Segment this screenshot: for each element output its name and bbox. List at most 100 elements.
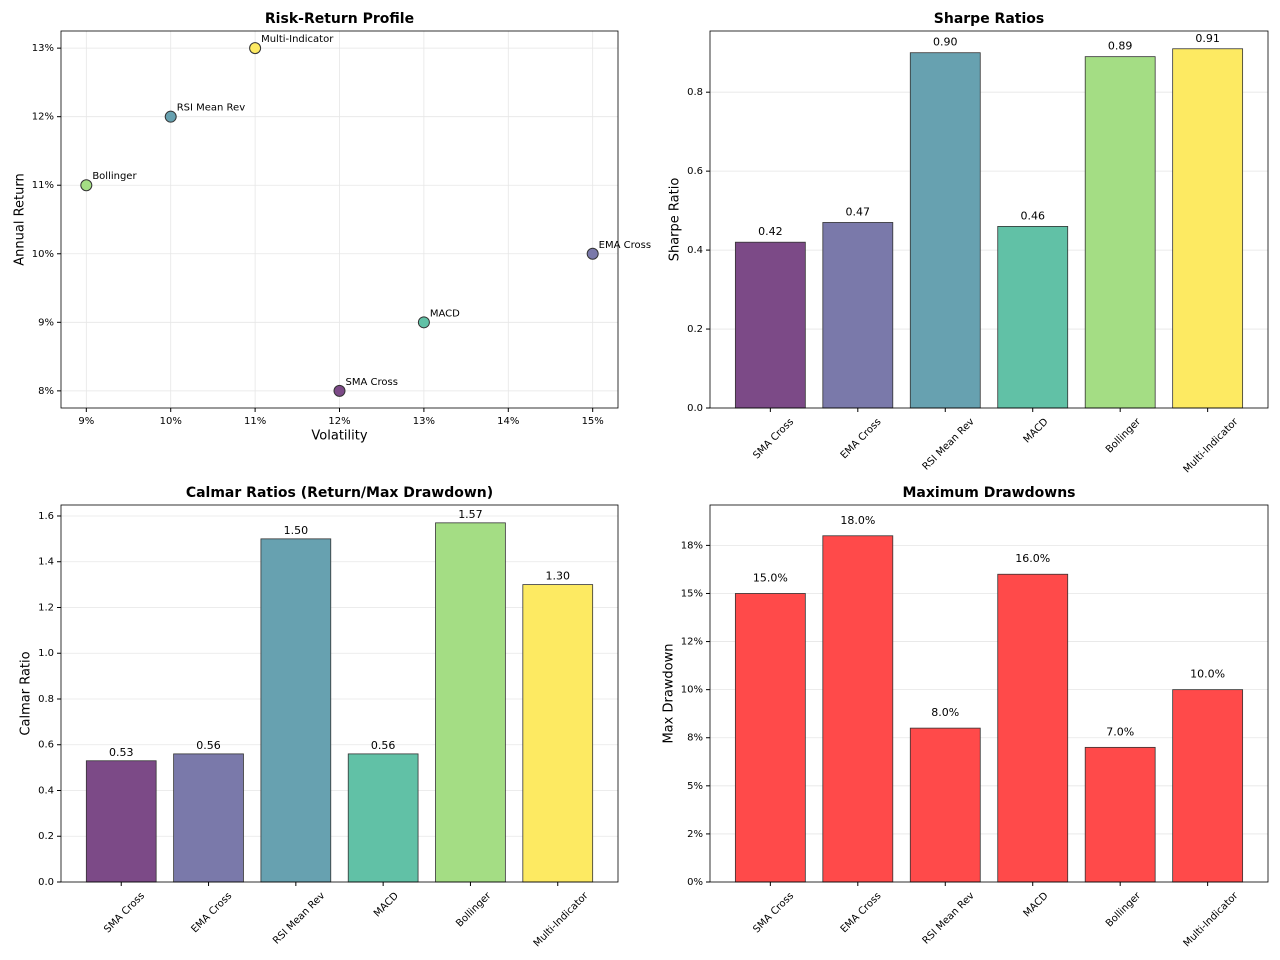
x-tick-label: RSI Mean Rev xyxy=(271,890,327,946)
value-label: 0.90 xyxy=(933,36,958,49)
point-label: MACD xyxy=(430,308,460,319)
point-label: SMA Cross xyxy=(346,377,398,388)
y-tick-label: 10% xyxy=(32,249,54,260)
bar xyxy=(909,52,981,409)
x-tick-label: 9% xyxy=(78,416,94,427)
value-label: 0.56 xyxy=(371,739,396,752)
y-axis-label: Sharpe Ratio xyxy=(668,178,683,262)
y-tick-label: 1.0 xyxy=(38,648,54,659)
y-axis-label: Calmar Ratio xyxy=(19,651,34,735)
bar xyxy=(1172,689,1244,883)
value-label: 0.89 xyxy=(1108,40,1133,53)
x-tick-label: RSI Mean Rev xyxy=(921,416,977,472)
value-label: 1.50 xyxy=(284,524,309,537)
plot-frame xyxy=(709,504,1269,883)
y-tick-label: 18% xyxy=(681,540,703,551)
value-label: 1.57 xyxy=(458,508,483,521)
bar xyxy=(1084,746,1156,883)
y-tick-label: 10% xyxy=(681,685,703,696)
x-tick-label: EMA Cross xyxy=(839,416,884,461)
x-tick-label: Multi-Indicator xyxy=(1182,416,1241,475)
value-label: 18.0% xyxy=(840,514,875,527)
x-tick-label: 10% xyxy=(160,416,182,427)
scatter-point xyxy=(417,316,430,329)
value-label: 0.53 xyxy=(109,746,134,759)
y-tick-label: 13% xyxy=(32,43,54,54)
y-tick-label: 0% xyxy=(687,877,703,888)
y-tick-label: 0.8 xyxy=(38,694,54,705)
y-tick-label: 1.4 xyxy=(38,557,54,568)
point-label: Multi-Indicator xyxy=(261,34,334,45)
x-tick-label: EMA Cross xyxy=(190,890,235,935)
value-label: 0.46 xyxy=(1020,209,1045,222)
scatter-point xyxy=(586,247,599,260)
scatter-point xyxy=(249,42,262,55)
y-tick-label: 0.2 xyxy=(38,831,54,842)
value-label: 15.0% xyxy=(753,571,788,584)
x-tick-label: RSI Mean Rev xyxy=(921,890,977,946)
x-tick-label: MACD xyxy=(372,890,401,919)
y-tick-label: 15% xyxy=(681,588,703,599)
chart-title: Sharpe Ratios xyxy=(934,11,1044,27)
bar xyxy=(173,753,244,883)
x-tick-label: 15% xyxy=(582,416,604,427)
y-tick-label: 0.0 xyxy=(38,877,54,888)
bar xyxy=(734,593,806,883)
x-tick-label: 13% xyxy=(413,416,435,427)
bar xyxy=(997,226,1069,409)
value-label: 0.42 xyxy=(758,225,783,238)
scatter-point xyxy=(333,384,346,397)
y-tick-label: 12% xyxy=(681,637,703,648)
x-tick-label: EMA Cross xyxy=(839,890,884,935)
bar xyxy=(822,222,894,409)
bar xyxy=(85,760,157,883)
x-tick-label: MACD xyxy=(1022,416,1051,445)
value-label: 1.30 xyxy=(546,570,571,583)
y-tick-label: 9% xyxy=(38,317,54,328)
chart-title: Maximum Drawdowns xyxy=(902,485,1075,501)
bar xyxy=(435,522,506,883)
y-tick-label: 8% xyxy=(38,386,54,397)
bar xyxy=(1084,56,1156,409)
y-tick-label: 12% xyxy=(32,112,54,123)
bar xyxy=(260,538,332,883)
x-tick-label: Multi-Indicator xyxy=(1182,890,1241,949)
point-label: EMA Cross xyxy=(599,240,651,251)
plot-frame xyxy=(60,30,619,409)
value-label: 10.0% xyxy=(1190,668,1225,681)
plot-frame xyxy=(709,30,1269,409)
chart-title: Calmar Ratios (Return/Max Drawdown) xyxy=(186,485,493,501)
x-axis-label: Volatility xyxy=(311,429,367,444)
bar xyxy=(734,241,806,409)
scatter-point xyxy=(80,179,93,192)
y-tick-label: 0.6 xyxy=(687,166,703,177)
point-label: RSI Mean Rev xyxy=(177,103,246,114)
y-axis-label: Annual Return xyxy=(13,173,28,265)
y-tick-label: 0.6 xyxy=(38,740,54,751)
y-tick-label: 2% xyxy=(687,829,703,840)
point-label: Bollinger xyxy=(92,171,137,182)
y-tick-label: 0.8 xyxy=(687,87,703,98)
x-tick-label: MACD xyxy=(1022,890,1051,919)
y-tick-label: 5% xyxy=(687,781,703,792)
value-label: 8.0% xyxy=(931,706,959,719)
value-label: 0.56 xyxy=(196,739,221,752)
y-tick-label: 1.2 xyxy=(38,602,54,613)
value-label: 16.0% xyxy=(1015,552,1050,565)
value-label: 0.47 xyxy=(846,205,871,218)
x-tick-label: SMA Cross xyxy=(102,890,147,935)
bar xyxy=(822,535,894,883)
plot-frame xyxy=(60,504,619,883)
y-tick-label: 0.2 xyxy=(687,324,703,335)
x-tick-label: Bollinger xyxy=(454,890,494,930)
bar xyxy=(997,573,1069,883)
bar xyxy=(522,584,594,883)
bar xyxy=(1172,48,1244,409)
x-tick-label: Bollinger xyxy=(1104,890,1144,930)
x-tick-label: SMA Cross xyxy=(751,416,796,461)
x-tick-label: 14% xyxy=(497,416,519,427)
x-tick-label: Multi-Indicator xyxy=(532,890,591,949)
chart-title: Risk-Return Profile xyxy=(265,11,414,27)
